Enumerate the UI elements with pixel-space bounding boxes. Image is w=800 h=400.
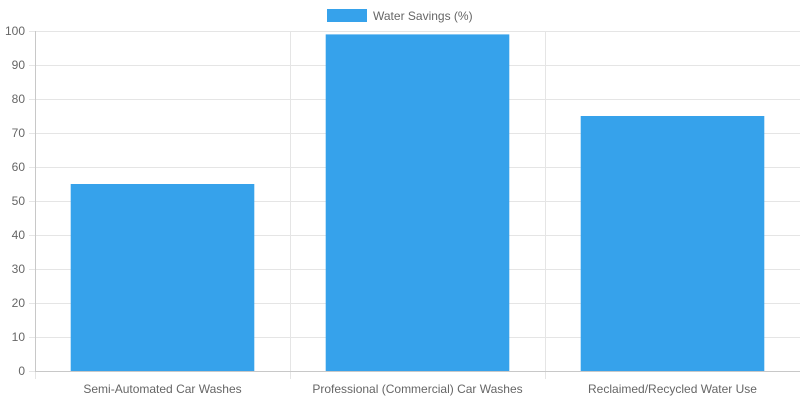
legend[interactable]: Water Savings (%) bbox=[327, 9, 473, 23]
y-tick-label: 0 bbox=[18, 364, 25, 378]
y-tick-label: 30 bbox=[12, 262, 26, 276]
y-tick-label: 70 bbox=[12, 126, 26, 140]
y-tick-label: 90 bbox=[12, 58, 26, 72]
x-tick-label: Semi-Automated Car Washes bbox=[83, 382, 241, 396]
bar bbox=[325, 34, 510, 372]
x-tick-label: Professional (Commercial) Car Washes bbox=[312, 382, 522, 396]
legend-label: Water Savings (%) bbox=[373, 9, 473, 23]
y-tick-label: 100 bbox=[5, 24, 25, 38]
y-tick-label: 80 bbox=[12, 92, 26, 106]
bar bbox=[70, 184, 255, 371]
x-axis-tick-labels: Semi-Automated Car Washes Professional (C… bbox=[83, 382, 757, 396]
y-axis-tick-labels: 0 10 20 30 40 50 60 70 80 90 100 bbox=[5, 24, 25, 378]
bar bbox=[580, 116, 765, 371]
legend-swatch bbox=[327, 9, 367, 22]
y-tick-label: 20 bbox=[12, 296, 26, 310]
y-tick-label: 10 bbox=[12, 330, 26, 344]
y-tick-label: 60 bbox=[12, 160, 26, 174]
axes bbox=[35, 31, 800, 372]
y-tick-label: 40 bbox=[12, 228, 26, 242]
y-tick-label: 50 bbox=[12, 194, 26, 208]
x-tick-label: Reclaimed/Recycled Water Use bbox=[588, 382, 757, 396]
bar-series bbox=[70, 34, 765, 372]
